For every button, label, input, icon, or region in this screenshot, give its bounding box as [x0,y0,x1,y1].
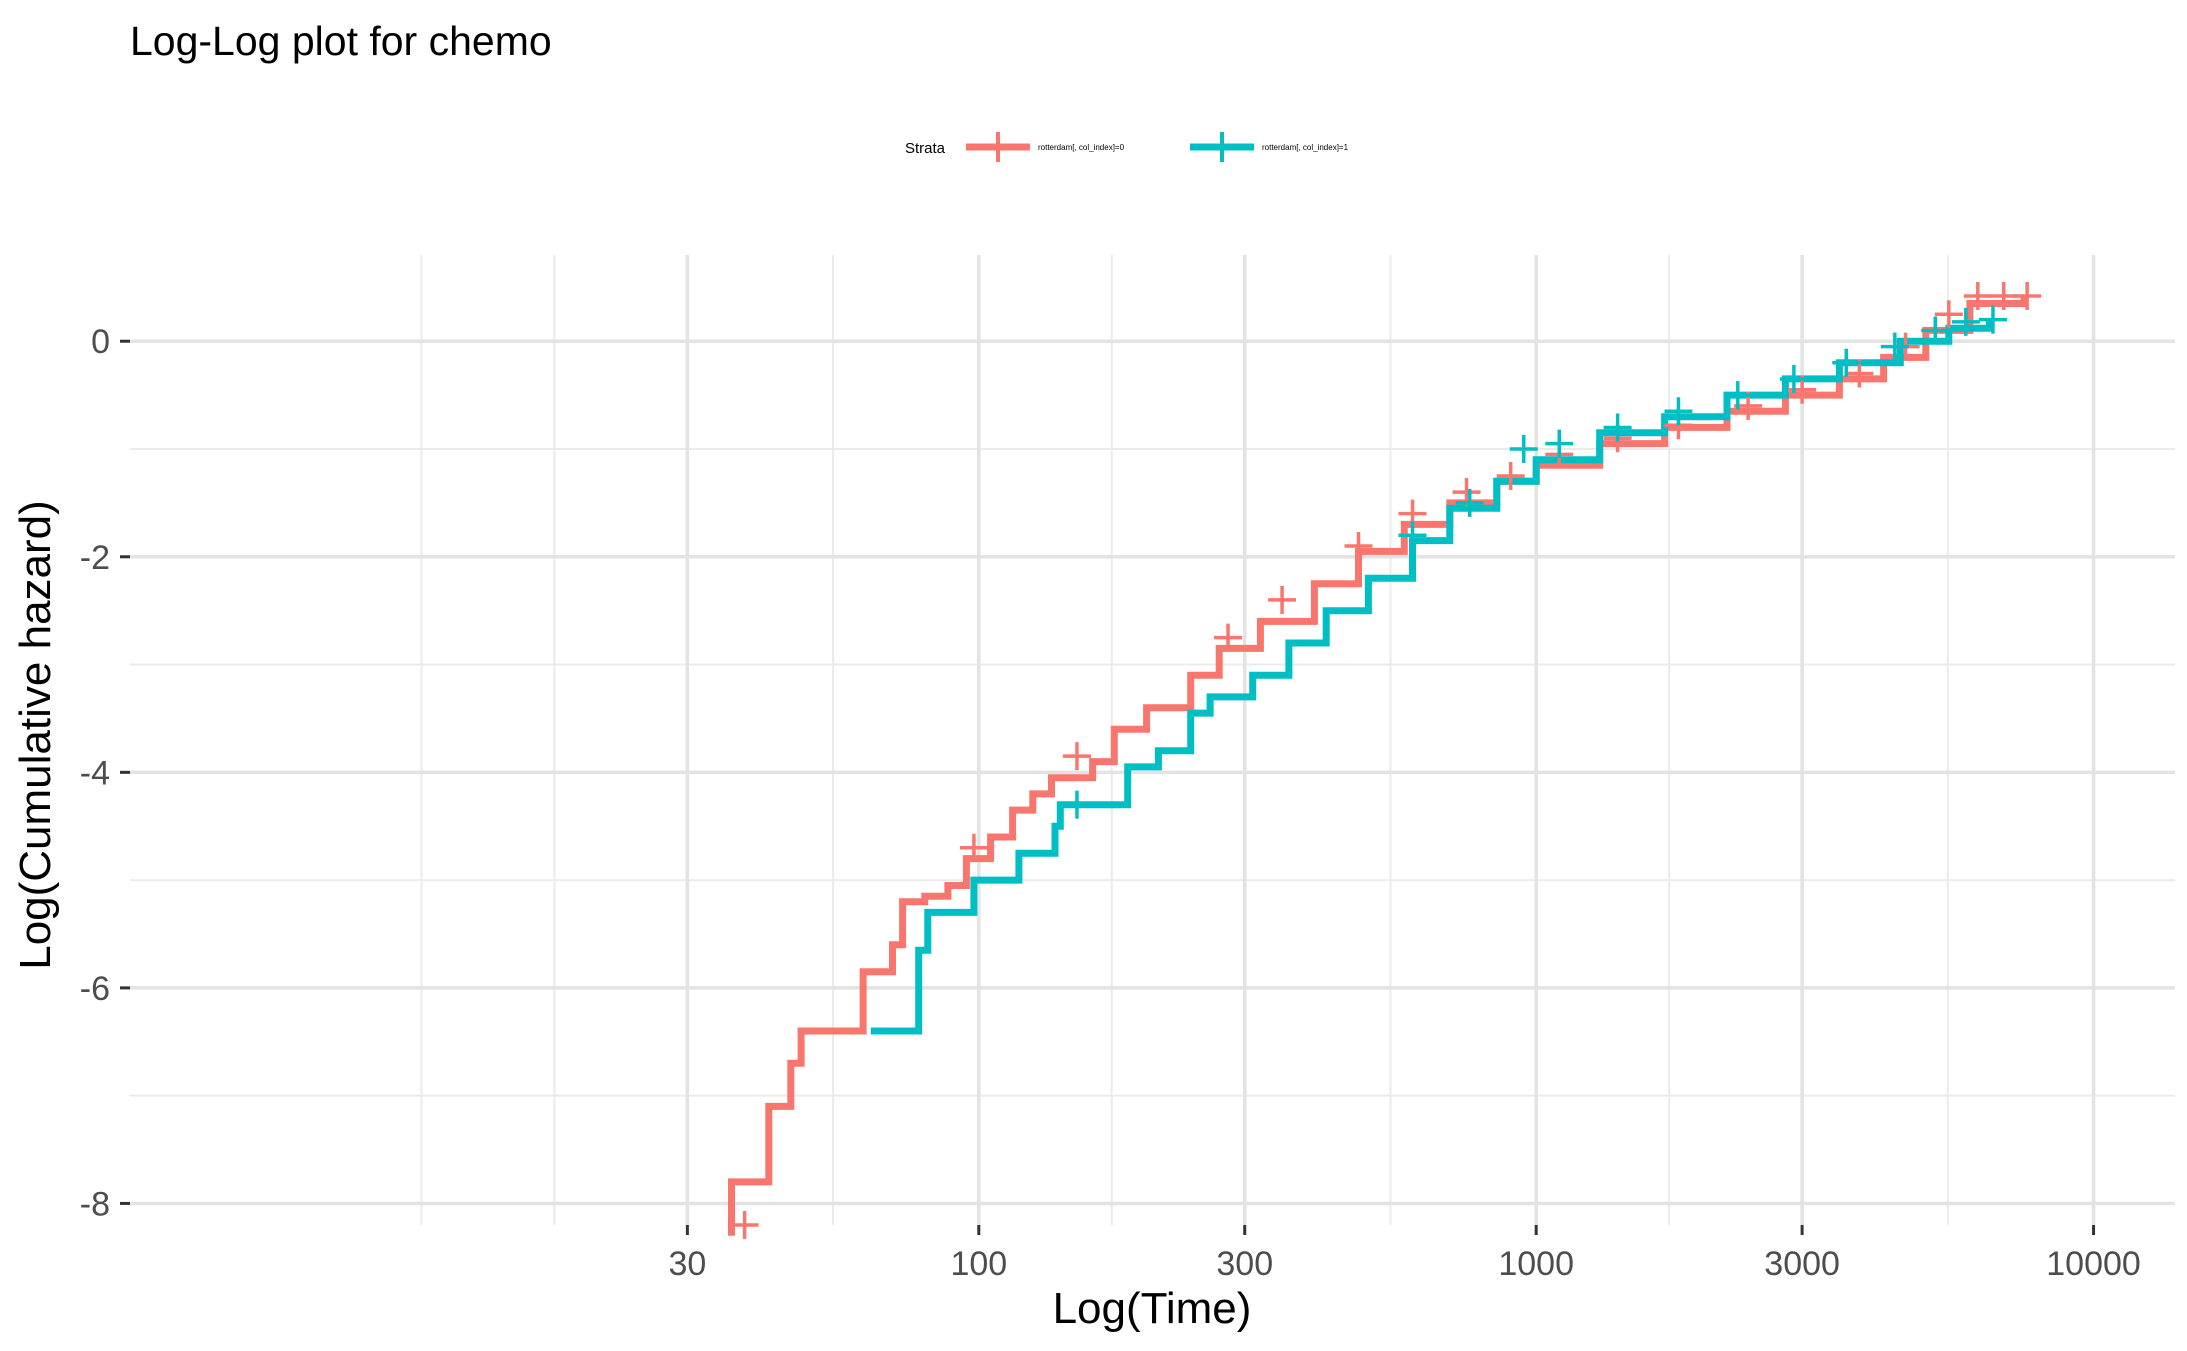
censor-mark [1603,413,1632,442]
censor-mark [1951,307,1980,336]
censor-mark [1978,305,2007,334]
plot-grid [130,255,2175,1225]
y-axis-ticks: 0 -2 -4 -6 -8 [80,323,130,1223]
legend-label-0: rotterdam[, col_index]=0 [1038,143,1125,152]
censor-mark [1989,281,2018,310]
x-tick-label: 1000 [1498,1245,1574,1283]
censor-mark [1398,521,1427,550]
censor-mark [1723,381,1752,410]
x-tick-label: 10000 [2046,1245,2141,1283]
y-tick-label: -4 [80,754,110,792]
censor-mark [1880,332,1909,361]
y-tick-label: -6 [80,970,110,1008]
legend-title: Strata [905,140,946,157]
y-tick-label: -8 [80,1185,110,1223]
series-line-0 [728,296,2028,1236]
censor-mark [1545,429,1574,458]
x-tick-label: 30 [668,1245,706,1283]
censor-mark [959,833,988,862]
x-tick-label: 300 [1216,1245,1273,1283]
censor-mark [1664,397,1693,426]
censor-mark [1214,623,1243,652]
legend-label-1: rotterdam[, col_index]=1 [1262,143,1349,152]
censor-mark [1455,488,1484,517]
censor-mark [1509,435,1538,463]
censor-mark [1832,348,1861,377]
censor-mark [1779,364,1808,393]
series-layer [728,296,2028,1236]
y-axis-title: Log(Cumulative hazard) [11,500,60,970]
chart-title: Log-Log plot for chemo [130,18,552,64]
censor-mark [1344,532,1373,560]
x-axis-ticks: 30 100 300 1000 3000 10000 [668,1225,2141,1283]
legend: Strata rotterdam[, col_index]=0 rotterdam… [905,132,1349,162]
y-tick-label: -2 [80,539,110,577]
censor-mark [1062,742,1091,771]
censor-mark [1062,790,1091,819]
x-axis-title: Log(Time) [1053,1284,1252,1333]
censor-mark [1268,585,1297,614]
censor-mark [730,1211,759,1239]
censor-mark [1934,300,1963,329]
series-line-1 [870,319,1993,1035]
x-tick-label: 3000 [1764,1245,1840,1283]
censor-mark [1921,316,1950,345]
y-tick-label: 0 [91,323,110,361]
censor-mark [1963,281,1992,310]
censor-mark [1496,461,1525,490]
censor-mark [2013,281,2042,310]
x-tick-label: 100 [950,1245,1007,1283]
censor-marks-layer [730,281,2042,1239]
